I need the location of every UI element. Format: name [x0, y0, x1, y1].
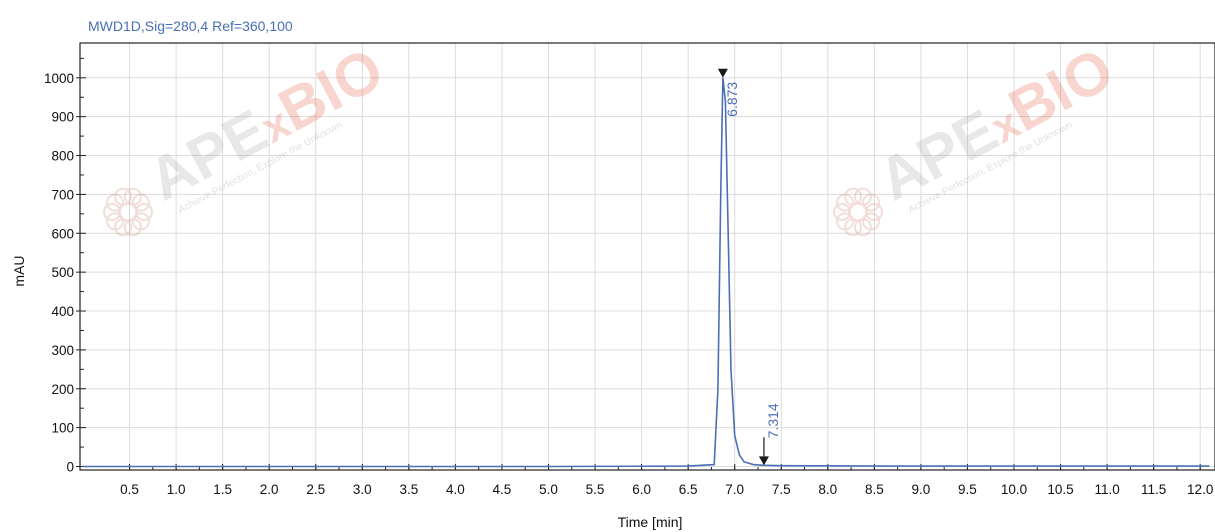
x-tick-label: 7.5 — [772, 482, 791, 497]
x-tick-label: 2.0 — [260, 482, 279, 497]
x-tick-label: 8.5 — [865, 482, 884, 497]
peak-annotations: 6.873 7.314 — [717, 68, 781, 466]
y-tick-label: 1000 — [44, 71, 74, 86]
x-tick-label: 0.5 — [120, 482, 139, 497]
y-tick-label: 300 — [51, 343, 74, 358]
y-tick-label: 700 — [51, 187, 74, 202]
y-tick-label: 600 — [51, 226, 74, 241]
x-axis-label: Time [min] — [618, 514, 683, 530]
y-axis-label: mAU — [11, 255, 27, 286]
plot-frame — [79, 42, 1215, 471]
x-tick-label: 10.5 — [1047, 482, 1073, 497]
x-tick-label: 4.5 — [493, 482, 512, 497]
x-tick-label: 3.0 — [353, 482, 372, 497]
cell-cluster-logo-icon — [103, 187, 153, 237]
y-tick-label: 200 — [51, 382, 74, 397]
cell-cluster-logo-icon — [833, 187, 883, 237]
x-tick-label: 1.5 — [213, 482, 232, 497]
x-tick-label: 6.5 — [679, 482, 698, 497]
peak-rt-label: 6.873 — [724, 82, 740, 117]
peak-rt-label: 7.314 — [765, 403, 781, 438]
x-tick-label: 2.5 — [306, 482, 325, 497]
x-tick-label: 8.0 — [818, 482, 837, 497]
y-tick-label: 900 — [51, 110, 74, 125]
x-tick-label: 12.0 — [1187, 482, 1213, 497]
x-tick-label: 1.0 — [167, 482, 186, 497]
y-tick-label: 800 — [51, 149, 74, 164]
signal-trace — [83, 77, 1210, 468]
peak-marker — [758, 456, 769, 466]
y-tick-label: 400 — [51, 304, 74, 319]
x-tick-label: 9.5 — [958, 482, 977, 497]
y-tick-label: 100 — [51, 421, 74, 436]
x-tick-label: 11.0 — [1094, 482, 1119, 497]
y-tick-label: 0 — [66, 460, 74, 475]
x-tick-label: 11.5 — [1141, 482, 1166, 497]
x-tick-label: 4.0 — [446, 482, 465, 497]
x-tick-label: 10.0 — [1001, 482, 1027, 497]
signal-label: MWD1D,Sig=280,4 Ref=360,100 — [88, 18, 293, 34]
peak-marker — [717, 68, 728, 78]
x-tick-label: 3.5 — [399, 482, 418, 497]
x-tick-label: 6.0 — [632, 482, 651, 497]
x-tick-label: 9.0 — [912, 482, 931, 497]
axes: 0.5 1.0 1.5 2.0 2.5 3.0 3.5 4.0 4.5 5.0 5.5 6.0 6.5 7… — [44, 57, 1213, 497]
x-tick-label: 7.0 — [725, 482, 744, 497]
watermark-brand: APExBIO — [868, 35, 1124, 214]
x-tick-label: 5.0 — [539, 482, 558, 497]
x-tick-label: 5.5 — [586, 482, 605, 497]
y-tick-label: 500 — [51, 265, 74, 280]
